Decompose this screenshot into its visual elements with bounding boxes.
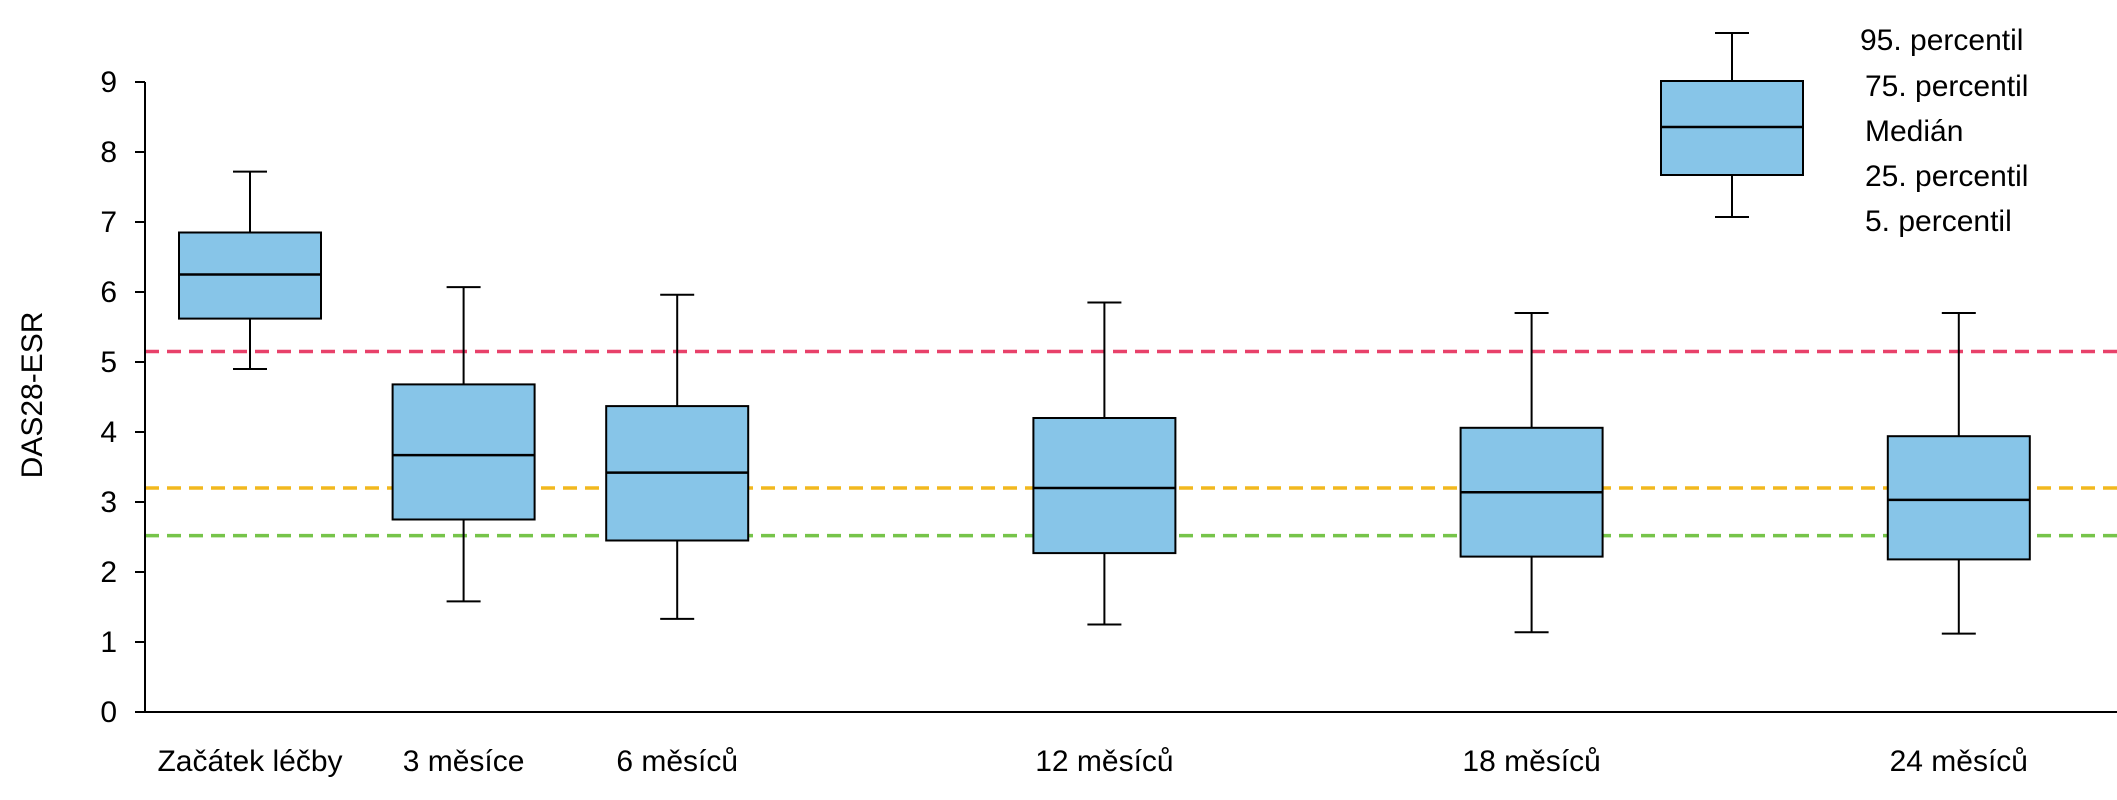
y-tick-label-1: 1 bbox=[100, 626, 117, 659]
y-tick-label-6: 6 bbox=[100, 276, 117, 309]
box-3 bbox=[1032, 301, 1177, 626]
y-tick-label-2: 2 bbox=[100, 556, 117, 589]
box-5-iqr-box bbox=[1886, 435, 2031, 561]
y-tick-label-4: 4 bbox=[100, 416, 117, 449]
legend-label-4: 5. percentil bbox=[1865, 205, 2012, 238]
legend-label-2: Medián bbox=[1865, 115, 1963, 148]
box-1 bbox=[391, 286, 536, 603]
legend-label-3: 25. percentil bbox=[1865, 160, 2028, 193]
box-4 bbox=[1459, 312, 1604, 634]
category-label-5: 24 měsíců bbox=[1890, 745, 2028, 778]
y-tick-label-7: 7 bbox=[100, 206, 117, 239]
category-label-1: 3 měsíce bbox=[403, 745, 525, 778]
box-3-iqr-box bbox=[1032, 417, 1177, 555]
y-axis-title: DAS28-ESR bbox=[16, 312, 49, 479]
boxes bbox=[178, 170, 2031, 635]
box-0 bbox=[178, 170, 322, 370]
y-tick-label-5: 5 bbox=[100, 346, 117, 379]
box-1-iqr-box bbox=[391, 383, 536, 521]
axes: 0 1 2 3 4 5 6 7 8 9 bbox=[100, 66, 2117, 729]
category-labels: Začátek léčby 3 měsíce 6 měsíců 12 měsíců 18… bbox=[157, 745, 2028, 778]
legend-label-1: 75. percentil bbox=[1865, 70, 2028, 103]
box-5 bbox=[1886, 312, 2031, 635]
legend-label-0: 95. percentil bbox=[1860, 24, 2023, 57]
category-label-3: 12 měsíců bbox=[1035, 745, 1173, 778]
y-tick-label-9: 9 bbox=[100, 66, 117, 99]
category-label-0: Začátek léčby bbox=[157, 745, 342, 778]
category-label-4: 18 měsíců bbox=[1462, 745, 1600, 778]
category-label-2: 6 měsíců bbox=[616, 745, 738, 778]
y-tick-label-3: 3 bbox=[100, 486, 117, 519]
y-tick-label-8: 8 bbox=[100, 136, 117, 169]
y-tick-label-0: 0 bbox=[100, 696, 117, 729]
box-2 bbox=[605, 293, 750, 620]
legend: 95. percentil 75. percentil Medián 25. perc… bbox=[1660, 24, 2028, 238]
